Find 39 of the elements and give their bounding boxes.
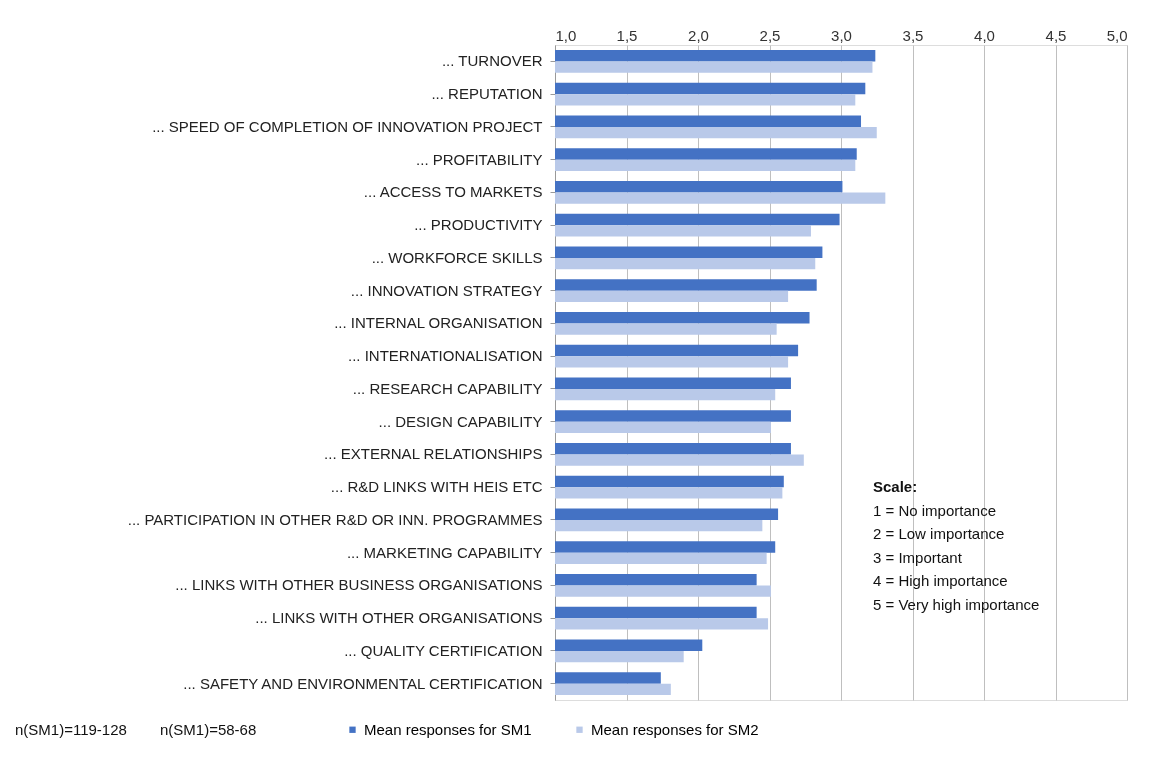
- x-tick-label: 4,5: [1045, 26, 1067, 44]
- legend-label: Mean responses for SM1: [364, 720, 532, 738]
- annotation: 5 = Very high importance: [873, 595, 1040, 613]
- text: n(SM1)=119-128: [15, 721, 127, 738]
- annotation: Scale:: [873, 478, 918, 495]
- x-tick-label: 3,5: [902, 26, 924, 44]
- legend-label: Mean responses for SM2: [591, 720, 759, 738]
- y-tick-label: ... R&D LINKS WITH HEIS ETC: [330, 478, 543, 496]
- y-tick-label: ... LINKS WITH OTHER ORGANISATIONS: [255, 609, 543, 627]
- text: n(SM1)=58-68: [160, 721, 257, 738]
- y-tick-label: ... MARKETING CAPABILITY: [346, 543, 543, 561]
- annotation: 3 = Important: [873, 548, 963, 566]
- x-tick-label: 5,0: [1106, 26, 1128, 44]
- y-tick-label: ... WORKFORCE SKILLS: [371, 248, 543, 266]
- y-tick-label: ... DESIGN CAPABILITY: [378, 412, 543, 430]
- annotation: 4 = High importance: [873, 572, 1008, 589]
- y-tick-label: ... TURNOVER: [441, 52, 543, 70]
- x-tick-label: 1,5: [616, 26, 638, 44]
- y-tick-label: ... INNOVATION STRATEGY: [350, 281, 543, 299]
- y-tick-label: ... PARTICIPATION IN OTHER R&D OR INN. PROGRAMMES: [127, 510, 543, 528]
- annotation: 2 = Low importance: [873, 525, 1005, 542]
- annotation: 1 = No importance: [873, 501, 996, 519]
- x-tick-label: 4,0: [974, 26, 995, 44]
- y-tick-label: ... SPEED OF COMPLETION OF INNOVATION PROJECT: [152, 117, 543, 135]
- y-tick-label: ... REPUTATION: [431, 85, 543, 103]
- y-tick-label: ... LINKS WITH OTHER BUSINESS ORGANISATIONS: [175, 576, 543, 594]
- y-tick-label: ... RESEARCH CAPABILITY: [352, 379, 543, 397]
- x-tick-label: 1,0: [555, 26, 577, 44]
- x-tick-label: 2,0: [688, 26, 709, 44]
- y-tick-label: ... SAFETY AND ENVIRONMENTAL CERTIFICATION: [183, 674, 543, 692]
- y-tick-label: ... PRODUCTIVITY: [414, 216, 543, 234]
- x-tick-label: 2,5: [759, 26, 781, 44]
- y-tick-label: ... QUALITY CERTIFICATION: [344, 641, 543, 659]
- y-tick-label: ... ACCESS TO MARKETS: [363, 183, 543, 201]
- y-tick-label: ... PROFITABILITY: [416, 150, 543, 168]
- y-tick-label: ... INTERNAL ORGANISATION: [334, 314, 543, 332]
- y-tick-label: ... INTERNATIONALISATION: [348, 347, 543, 365]
- y-tick-label: ... EXTERNAL RELATIONSHIPS: [324, 445, 543, 463]
- x-tick-label: 3,0: [831, 26, 852, 44]
